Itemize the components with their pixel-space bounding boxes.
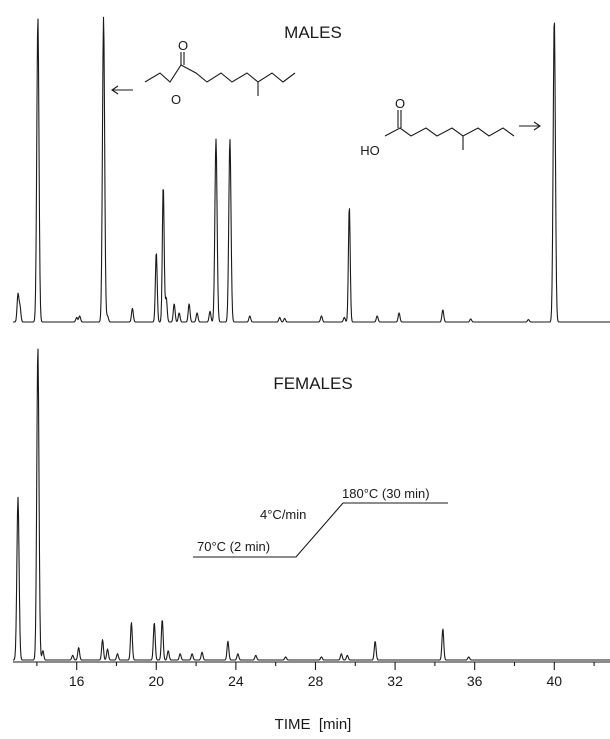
acid-carbonyl-o: O: [395, 96, 405, 111]
ethyl-ester-structure: O O: [144, 38, 296, 107]
temp-final-label: 180°C (30 min): [342, 486, 430, 501]
tick-label-32: 32: [387, 673, 403, 689]
ester-carbonyl-o: O: [178, 38, 188, 53]
acid-structure: O HO: [360, 96, 515, 158]
tick-label-24: 24: [228, 673, 244, 689]
tick-label-40: 40: [546, 673, 562, 689]
tick-label-16: 16: [69, 673, 85, 689]
temp-initial-label: 70°C (2 min): [197, 539, 270, 554]
time-axis-ticks: 16 20 24 28 32 36 40: [36, 662, 595, 689]
temperature-program: 70°C (2 min) 4°C/min 180°C (30 min): [193, 486, 448, 558]
ester-ring-o: O: [171, 92, 181, 107]
males-panel-title: MALES: [284, 23, 342, 42]
left-arrow-icon: [111, 85, 133, 95]
tick-label-28: 28: [308, 673, 324, 689]
temp-rate-label: 4°C/min: [260, 507, 306, 522]
males-chromatogram-trace: [12, 16, 610, 323]
tick-label-20: 20: [148, 673, 164, 689]
time-axis-label: TIME [min]: [275, 716, 352, 733]
tick-label-36: 36: [467, 673, 483, 689]
females-panel-title: FEMALES: [273, 374, 352, 393]
right-arrow-icon: [519, 121, 541, 131]
females-chromatogram-trace: [12, 348, 610, 661]
acid-hydroxyl-label: HO: [360, 143, 380, 158]
